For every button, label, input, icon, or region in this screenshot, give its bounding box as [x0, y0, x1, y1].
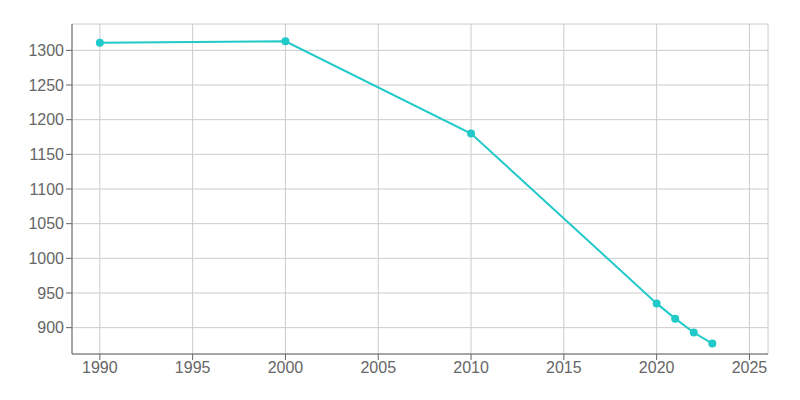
svg-text:1250: 1250 — [28, 77, 64, 94]
svg-text:2015: 2015 — [546, 359, 582, 376]
svg-text:1050: 1050 — [28, 215, 64, 232]
svg-text:900: 900 — [37, 319, 64, 336]
svg-text:1995: 1995 — [175, 359, 211, 376]
svg-text:1200: 1200 — [28, 111, 64, 128]
svg-text:1990: 1990 — [82, 359, 118, 376]
svg-text:1000: 1000 — [28, 250, 64, 267]
svg-text:950: 950 — [37, 285, 64, 302]
svg-text:2010: 2010 — [453, 359, 489, 376]
svg-text:2000: 2000 — [268, 359, 304, 376]
svg-text:2025: 2025 — [732, 359, 768, 376]
svg-text:1300: 1300 — [28, 42, 64, 59]
svg-text:1150: 1150 — [30, 146, 65, 163]
svg-text:1100: 1100 — [30, 181, 65, 198]
svg-text:2005: 2005 — [360, 359, 396, 376]
svg-text:2020: 2020 — [639, 359, 675, 376]
